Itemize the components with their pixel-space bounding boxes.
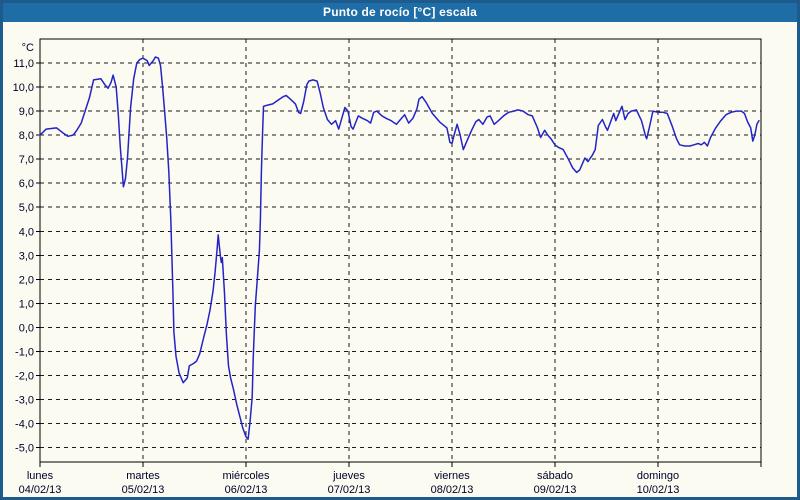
x-tick-date-label: 10/02/13 [637, 484, 680, 496]
y-tick-label: 3,0 [19, 250, 34, 262]
y-tick-label: 2,0 [19, 274, 34, 286]
y-tick-label: 7,0 [19, 154, 34, 166]
x-tick-day-label: miércoles [222, 470, 270, 482]
x-tick-date-label: 09/02/13 [534, 484, 577, 496]
y-tick-label: 8,0 [19, 130, 34, 142]
x-tick-day-label: jueves [332, 470, 365, 482]
x-tick-day-label: martes [126, 470, 160, 482]
y-tick-label: 5,0 [19, 202, 34, 214]
y-tick-label: -3,0 [15, 395, 34, 407]
x-tick-date-label: 08/02/13 [431, 484, 474, 496]
y-tick-label: 10,0 [13, 82, 34, 94]
y-tick-label: 1,0 [19, 298, 34, 310]
x-tick-date-label: 06/02/13 [225, 484, 268, 496]
chart-area: 11,0 10,0 9,0 8,0 7,0 6,0 5,0 4,0 3,0 2,0 1,0 0,0 -1… [3, 22, 797, 497]
x-tick-day-label: viernes [434, 470, 470, 482]
y-tick-label: -1,0 [15, 346, 34, 358]
x-tick-day-label: sábado [537, 470, 573, 482]
y-tick-label: 4,0 [19, 226, 34, 238]
x-tick-day-label: domingo [637, 470, 679, 482]
y-tick-label: 9,0 [19, 106, 34, 118]
y-axis-unit-label: °C [22, 42, 34, 54]
dew-point-line [39, 56, 760, 440]
title-bar: Punto de rocío [°C] escala [3, 3, 797, 22]
y-tick-label: 6,0 [19, 178, 34, 190]
window-title: Punto de rocío [°C] escala [322, 5, 478, 19]
x-tick-date-label: 05/02/13 [122, 484, 165, 496]
x-tick-date-label: 04/02/13 [19, 484, 62, 496]
y-tick-label: 11,0 [13, 58, 34, 70]
y-tick-label: -2,0 [15, 371, 34, 383]
dew-point-chart: 11,0 10,0 9,0 8,0 7,0 6,0 5,0 4,0 3,0 2,0 1,0 0,0 -1… [13, 38, 762, 496]
x-tick-day-label: lunes [27, 470, 54, 482]
x-tick-date-label: 07/02/13 [328, 484, 371, 496]
plot-border [39, 38, 762, 463]
y-tick-label: -4,0 [15, 419, 34, 431]
y-tick-label: 0,0 [19, 322, 34, 334]
y-tick-label: -5,0 [15, 443, 34, 455]
